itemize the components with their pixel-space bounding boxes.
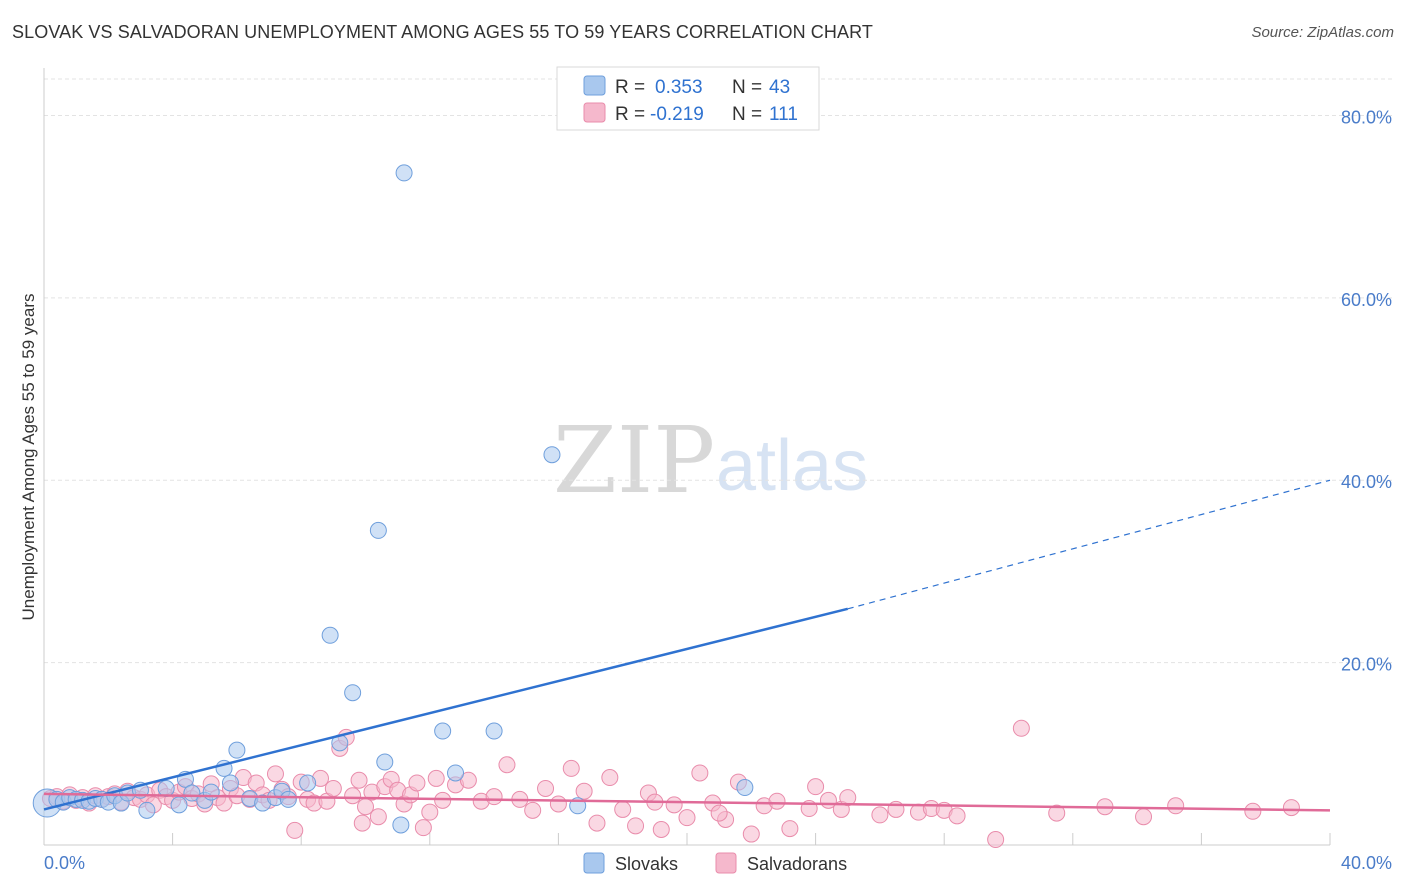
slovak-point <box>299 774 317 792</box>
salvadoran-point <box>1282 799 1300 817</box>
salvadoran-point <box>427 769 445 787</box>
salvadoran-point <box>601 769 619 787</box>
slovak-point <box>202 783 220 801</box>
slovak-point <box>485 722 503 740</box>
salvadoran-point <box>807 778 825 796</box>
slovak-point <box>221 774 239 792</box>
y-tick-label: 60.0% <box>1341 290 1392 310</box>
slovak-point <box>170 796 188 814</box>
slovak-point <box>369 521 387 539</box>
correlation-legend: R = 0.353 N = 43 R = -0.219 N = 111 <box>556 66 820 131</box>
salvadoran-point <box>350 771 368 789</box>
salvadoran-point <box>498 756 516 774</box>
slovak-point <box>344 684 362 702</box>
salvadoran-point <box>421 803 439 821</box>
legend-slovak-n-value: 43 <box>769 77 790 98</box>
slovak-trend-line <box>43 607 849 811</box>
x-tick-label-max: 40.0% <box>1341 853 1392 873</box>
slovak-point <box>228 741 246 759</box>
salvadoran-point <box>742 825 760 843</box>
watermark-atlas: atlas <box>716 426 868 506</box>
legend-slovak-r-value: 0.353 <box>655 77 703 98</box>
salvadoran-point <box>286 821 304 839</box>
salvadoran-point <box>524 801 542 819</box>
y-tick-label: 80.0% <box>1341 107 1392 127</box>
source-label: Source: ZipAtlas.com <box>1251 24 1394 41</box>
salvadoran-point <box>562 759 580 777</box>
salvadoran-point <box>1135 808 1153 826</box>
salvadoran-point <box>575 782 593 800</box>
slovak-trend-extension <box>847 479 1331 610</box>
salvadoran-point <box>414 819 432 837</box>
salvadoran-point <box>665 796 683 814</box>
salvadoran-point <box>324 779 342 797</box>
salvadoran-point <box>357 798 374 816</box>
salvadoran-trend-line <box>43 792 1331 812</box>
grid: 20.0% 40.0% 60.0% 80.0% <box>44 78 1392 675</box>
salvadoran-point <box>459 771 477 789</box>
salvadoran-point <box>839 789 857 807</box>
trend-lines <box>43 479 1331 812</box>
salvadoran-point <box>652 820 670 838</box>
salvadoran-point <box>485 788 503 806</box>
slovak-point <box>543 446 561 464</box>
salvadoran-point <box>691 764 709 782</box>
legend-slovak-n-label: N = <box>732 77 762 98</box>
legend-swatch-slovak <box>583 75 606 96</box>
watermark-zip: ZIP <box>553 407 715 514</box>
salvadoran-point <box>987 831 1005 849</box>
y-tick-label: 40.0% <box>1341 472 1392 492</box>
salvadoran-point <box>1048 804 1066 822</box>
slovak-point <box>434 722 452 740</box>
salvadoran-point <box>1012 719 1030 737</box>
legend-salvadoran-n-label: N = <box>732 104 762 125</box>
bottom-legend-swatch-salvadorans <box>715 852 737 874</box>
y-axis-title: Unemployment Among Ages 55 to 59 years <box>19 294 38 621</box>
y-tick-label: 20.0% <box>1341 655 1392 675</box>
legend-salvadoran-n-value: 111 <box>769 104 798 125</box>
salvadoran-point <box>408 774 426 792</box>
slovak-points <box>32 164 754 834</box>
salvadoran-point <box>781 820 799 838</box>
salvadoran-point <box>353 814 371 832</box>
slovak-point <box>138 801 156 819</box>
salvadoran-point <box>678 809 696 827</box>
bottom-legend-label-slovaks: Slovaks <box>615 854 678 874</box>
salvadoran-point <box>710 804 728 822</box>
salvadoran-point <box>768 792 786 810</box>
slovak-point <box>736 779 754 797</box>
slovak-point <box>157 779 175 797</box>
salvadoran-point <box>549 795 567 813</box>
salvadoran-point <box>266 765 284 783</box>
salvadoran-point <box>1167 797 1185 815</box>
chart-title: SLOVAK VS SALVADORAN UNEMPLOYMENT AMONG … <box>12 22 873 42</box>
salvadoran-point <box>1244 802 1262 820</box>
salvadoran-point <box>871 806 889 824</box>
slovak-point <box>395 164 413 182</box>
salvadoran-point <box>588 814 606 832</box>
legend-salvadoran-r-label: R = <box>615 104 645 125</box>
slovak-point <box>376 753 394 771</box>
salvadoran-point <box>627 817 645 835</box>
slovak-point <box>321 626 339 644</box>
salvadoran-point <box>614 800 632 818</box>
legend-salvadoran-r-value: -0.219 <box>650 104 704 125</box>
salvadoran-point <box>344 787 362 805</box>
legend-slovak-r-label: R = <box>615 77 645 98</box>
slovak-point <box>279 790 297 808</box>
bottom-legend-label-salvadorans: Salvadorans <box>747 854 847 874</box>
salvadoran-point <box>948 807 966 825</box>
x-tick-label-min: 0.0% <box>44 853 85 873</box>
slovak-point <box>392 816 410 834</box>
salvadoran-point <box>537 779 555 797</box>
series-legend: Slovaks Salvadorans <box>583 852 847 874</box>
slovak-point <box>447 764 465 782</box>
salvadoran-point <box>369 808 387 826</box>
legend-swatch-salvadoran <box>583 102 606 123</box>
bottom-legend-swatch-slovaks <box>583 852 605 874</box>
